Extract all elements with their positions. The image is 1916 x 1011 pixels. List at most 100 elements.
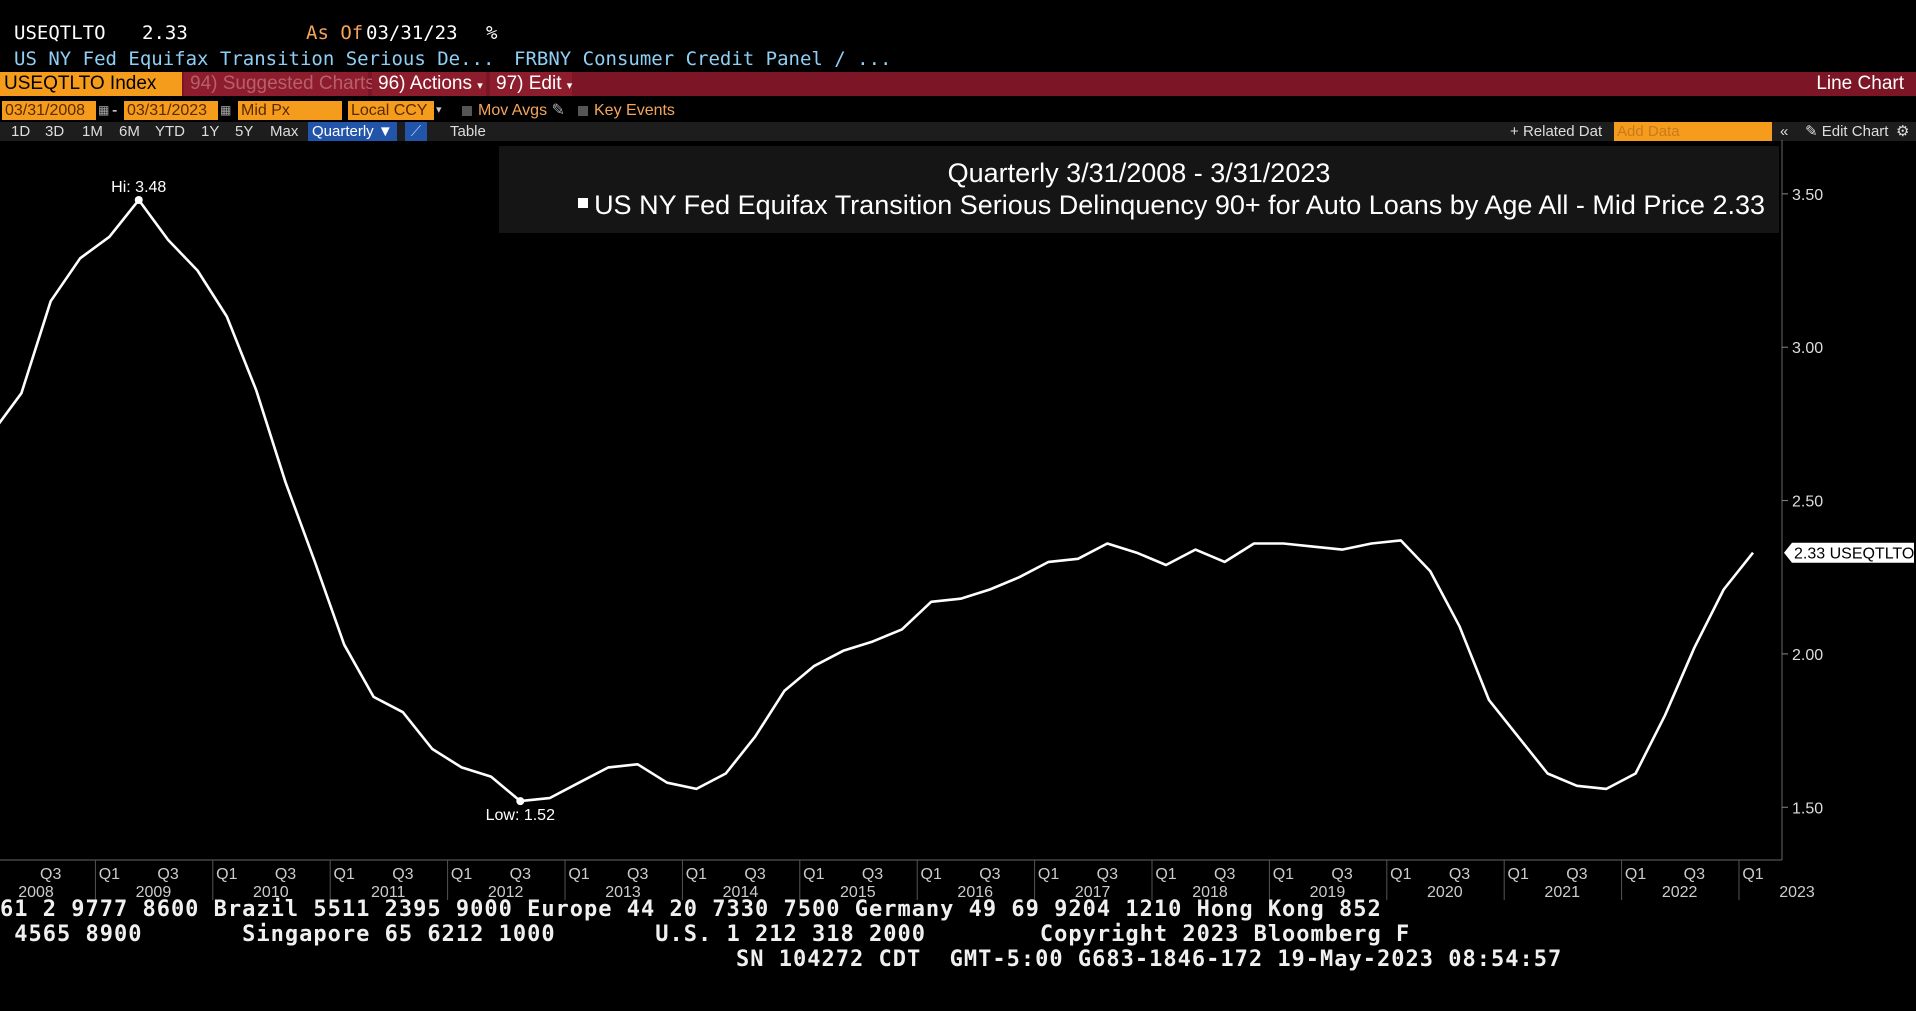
x-quarter-label: Q1	[1742, 866, 1763, 883]
related-data-label: Related Dat	[1522, 123, 1603, 140]
x-quarter-label: Q1	[568, 866, 589, 883]
x-quarter-label: Q1	[803, 866, 824, 883]
x-year-label: 2015	[840, 884, 876, 900]
key-events-toggle[interactable]: Key Events	[578, 101, 675, 120]
chart-type-label: Line Chart	[1816, 73, 1904, 94]
suggested-charts-button[interactable]: 94) Suggested Charts	[184, 72, 375, 96]
x-quarter-label: Q1	[1038, 866, 1059, 883]
y-tick-label: 2.50	[1792, 494, 1823, 511]
chart-legend: Quarterly 3/31/2008 - 3/31/2023 US NY Fe…	[499, 146, 1779, 233]
x-year-label: 2011	[371, 884, 406, 900]
key-events-label: Key Events	[594, 102, 675, 119]
x-quarter-label: Q1	[1273, 866, 1294, 883]
last-value-label: 2.33 USEQTLTO	[1794, 546, 1914, 563]
series-swatch	[578, 197, 589, 208]
x-year-label: 2023	[1779, 884, 1815, 900]
as-of-date: 03/31/23	[366, 22, 458, 44]
range-button-1d[interactable]: 1D	[11, 123, 31, 140]
edit-chart-button[interactable]: ✎ Edit Chart	[1805, 122, 1888, 141]
range-button-5y[interactable]: 5Y	[235, 123, 254, 140]
price-field-select[interactable]: Mid Px	[238, 101, 342, 120]
edit-menu[interactable]: 97) Edit ▾	[490, 72, 572, 96]
table-button[interactable]: Table	[450, 123, 486, 140]
y-tick-label: 2.00	[1792, 647, 1823, 664]
x-quarter-label: Q3	[157, 866, 178, 883]
x-year-label: 2013	[605, 884, 641, 900]
x-year-label: 2009	[136, 884, 172, 900]
line-chart-icon[interactable]: ⟋	[405, 122, 427, 141]
x-year-label: 2010	[253, 884, 289, 900]
calendar-icon[interactable]: ▦	[220, 103, 232, 117]
x-quarter-label: Q3	[1214, 866, 1235, 883]
collapse-icon[interactable]: «	[1780, 123, 1789, 140]
range-button-ytd[interactable]: YTD	[155, 123, 185, 140]
x-quarter-label: Q1	[1625, 866, 1646, 883]
legend-last-value: 2.33	[1712, 190, 1765, 220]
x-quarter-label: Q1	[921, 866, 942, 883]
x-quarter-label: Q1	[686, 866, 707, 883]
series-line	[0, 198, 1755, 803]
actions-menu[interactable]: 96) Actions ▾	[372, 72, 486, 96]
x-quarter-label: Q3	[392, 866, 413, 883]
x-quarter-label: Q3	[510, 866, 531, 883]
chevron-down-icon: ▾	[477, 80, 483, 92]
mov-avgs-toggle[interactable]: Mov Avgs ✎	[462, 101, 565, 120]
footer-phone-line-2: 4565 8900 Singapore 65 6212 1000 U.S. 1 …	[0, 922, 1411, 947]
footer-session-line: SN 104272 CDT GMT-5:00 G683-1846-172 19-…	[736, 947, 1563, 972]
x-year-label: 2008	[18, 884, 54, 900]
x-quarter-label: Q3	[275, 866, 296, 883]
checkbox-icon	[462, 105, 472, 116]
security-description: US NY Fed Equifax Transition Serious De.…	[14, 48, 495, 70]
start-date-field[interactable]: 03/31/2008	[2, 101, 96, 120]
edit-label: 97) Edit	[496, 73, 562, 94]
y-tick-label: 3.50	[1792, 187, 1823, 204]
x-year-label: 2021	[1544, 884, 1580, 900]
calendar-icon[interactable]: ▦	[98, 103, 110, 117]
x-year-label: 2022	[1662, 884, 1698, 900]
checkbox-icon	[578, 105, 588, 116]
x-year-label: 2016	[957, 884, 993, 900]
currency-label: Local CCY	[351, 102, 428, 119]
pencil-icon: ✎	[551, 102, 565, 119]
range-button-max[interactable]: Max	[270, 123, 299, 140]
index-field[interactable]: USEQTLTO Index	[0, 72, 182, 96]
y-tick-label: 3.00	[1792, 340, 1823, 357]
x-year-label: 2018	[1192, 884, 1228, 900]
footer-phone-line-1: 61 2 9777 8600 Brazil 5511 2395 9000 Eur…	[0, 897, 1382, 922]
chevron-down-icon: ▾	[566, 80, 573, 92]
chevron-down-icon[interactable]: ▾	[436, 104, 442, 116]
range-button-1y[interactable]: 1Y	[201, 123, 220, 140]
related-data-button[interactable]: + Related Dat	[1510, 122, 1602, 141]
add-data-input[interactable]: Add Data	[1614, 122, 1772, 141]
x-quarter-label: Q3	[627, 866, 648, 883]
date-separator: -	[112, 102, 118, 119]
x-year-label: 2020	[1427, 884, 1463, 900]
period-select[interactable]: Quarterly ▼	[308, 122, 397, 141]
range-toolbar: 1D 3D 1M 6M YTD 1Y 5Y Max Quarterly ▼ ⟋ …	[0, 122, 1916, 141]
x-quarter-label: Q1	[334, 866, 355, 883]
x-quarter-label: Q3	[862, 866, 883, 883]
actions-label: 96) Actions	[378, 73, 472, 94]
legend-title: Quarterly 3/31/2008 - 3/31/2023	[947, 158, 1331, 188]
period-label: Quarterly	[312, 123, 374, 140]
x-year-label: 2017	[1075, 884, 1111, 900]
low-label: Low: 1.52	[486, 807, 555, 824]
x-year-label: 2014	[723, 884, 759, 900]
last-value: 2.33	[142, 22, 188, 44]
mov-avgs-label: Mov Avgs	[478, 102, 548, 119]
range-button-6m[interactable]: 6M	[119, 123, 140, 140]
end-date-field[interactable]: 03/31/2023	[124, 101, 218, 120]
y-tick-label: 1.50	[1792, 800, 1823, 817]
x-quarter-label: Q3	[1331, 866, 1352, 883]
x-year-label: 2012	[488, 884, 524, 900]
x-quarter-label: Q1	[451, 866, 472, 883]
range-button-3d[interactable]: 3D	[45, 123, 65, 140]
x-quarter-label: Q3	[1566, 866, 1587, 883]
currency-select[interactable]: Local CCY	[348, 101, 434, 120]
line-chart: 3.50 3.00 2.50 2.00 1.50 2008 2009 2010 2011 2012…	[0, 140, 1914, 900]
function-toolbar: USEQTLTO Index 94) Suggested Charts 96) …	[0, 72, 1916, 96]
unit-label: %	[486, 22, 498, 44]
gear-icon[interactable]: ⚙	[1896, 123, 1910, 140]
range-button-1m[interactable]: 1M	[82, 123, 103, 140]
last-value-tag	[1784, 542, 1914, 563]
